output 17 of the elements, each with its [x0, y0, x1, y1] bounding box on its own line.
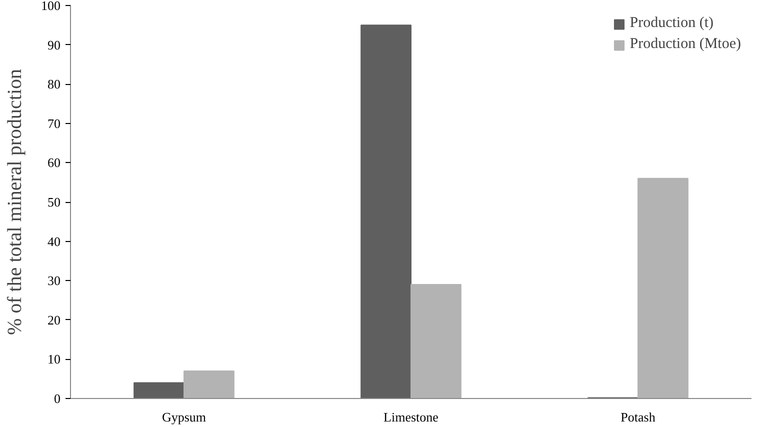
y-tick-label: 70 [48, 116, 60, 131]
y-tick-label: 10 [48, 352, 60, 367]
legend-label: Production (t) [630, 15, 714, 32]
x-tick-label: Potash [620, 410, 656, 424]
legend-label: Production (Mtoe) [630, 36, 741, 53]
x-tick-label: Gypsum [162, 410, 206, 424]
y-tick-label: 20 [48, 312, 60, 328]
y-tick-label: 30 [48, 273, 60, 288]
y-tick-label: 60 [48, 155, 60, 170]
y-tick-label: 40 [48, 234, 60, 249]
y-tick-label: 80 [48, 76, 60, 92]
y-tick-label: 50 [48, 194, 60, 210]
y-axis-title: % of the total mineral production [4, 68, 26, 336]
y-tick-label: 100 [41, 0, 60, 13]
y-tick-label: 0 [54, 391, 60, 406]
y-tick-label: 90 [48, 37, 60, 52]
x-tick-label: Limestone [384, 410, 439, 424]
